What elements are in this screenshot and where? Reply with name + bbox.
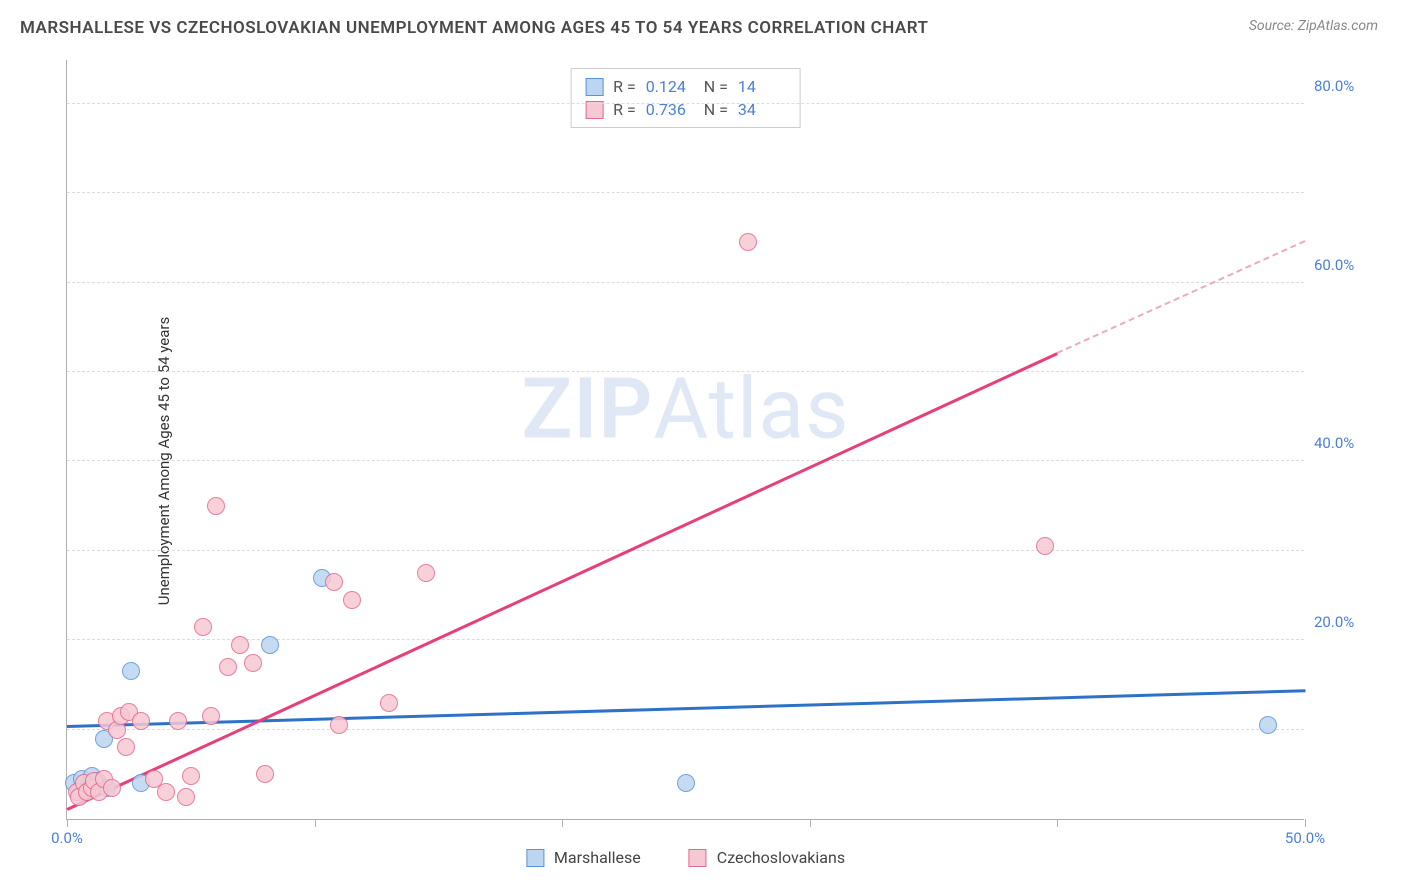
data-point (103, 779, 121, 797)
legend-label: Marshallese (554, 848, 641, 867)
r-label: R = (613, 77, 636, 96)
legend: Marshallese Czechoslovakians (526, 848, 845, 867)
data-point (207, 497, 225, 515)
data-point (122, 662, 140, 680)
gridline (67, 550, 1304, 551)
x-tick (315, 819, 316, 827)
data-point (261, 636, 279, 654)
series-swatch (585, 78, 603, 96)
data-point (417, 564, 435, 582)
data-point (117, 738, 135, 756)
data-point (231, 636, 249, 654)
data-point (1036, 537, 1054, 555)
source-label: Source: ZipAtlas.com (1249, 18, 1378, 34)
y-tick-label: 80.0% (1314, 77, 1374, 95)
data-point (343, 591, 361, 609)
gridline (67, 460, 1304, 461)
gridline (67, 639, 1304, 640)
data-point (1259, 716, 1277, 734)
data-point (380, 694, 398, 712)
trend-line (66, 352, 1057, 810)
watermark: ZIPAtlas (522, 360, 850, 459)
n-label: N = (704, 77, 728, 96)
gridline (67, 103, 1304, 104)
n-value: 14 (738, 77, 786, 96)
data-point (177, 788, 195, 806)
data-point (677, 774, 695, 792)
x-tick (67, 819, 68, 827)
x-tick (1057, 819, 1058, 827)
x-tick (810, 819, 811, 827)
data-point (169, 712, 187, 730)
gridline (67, 192, 1304, 193)
trend-line-extrapolated (1057, 240, 1305, 354)
stat-row: R =0.736N =34 (585, 98, 786, 121)
plot-area: ZIPAtlas R =0.124N =14R =0.736N =34 Mars… (66, 60, 1304, 820)
x-tick-label: 50.0% (1285, 829, 1325, 847)
data-point (325, 573, 343, 591)
stat-row: R = 0.124 N = 14 (585, 75, 786, 98)
data-point (330, 716, 348, 734)
x-tick-label: 0.0% (51, 829, 83, 847)
x-tick (1305, 819, 1306, 827)
r-value: 0.124 (646, 77, 694, 96)
data-point (219, 658, 237, 676)
data-point (244, 654, 262, 672)
gridline (67, 371, 1304, 372)
y-tick-label: 20.0% (1314, 613, 1374, 631)
y-tick-label: 60.0% (1314, 256, 1374, 274)
legend-item: Czechoslovakians (689, 848, 845, 867)
data-point (194, 618, 212, 636)
data-point (132, 712, 150, 730)
chart-container: Unemployment Among Ages 45 to 54 years Z… (20, 50, 1386, 872)
legend-swatch (526, 849, 544, 867)
data-point (157, 783, 175, 801)
legend-label: Czechoslovakians (717, 848, 845, 867)
x-tick (562, 819, 563, 827)
gridline (67, 729, 1304, 730)
gridline (67, 282, 1304, 283)
data-point (256, 765, 274, 783)
legend-swatch (689, 849, 707, 867)
data-point (182, 767, 200, 785)
correlation-stats-box: R = 0.124 N = 14 R =0.736N =34 (570, 68, 801, 128)
data-point (739, 233, 757, 251)
data-point (202, 707, 220, 725)
chart-title: MARSHALLESE VS CZECHOSLOVAKIAN UNEMPLOYM… (20, 18, 928, 38)
legend-item: Marshallese (526, 848, 641, 867)
y-tick-label: 40.0% (1314, 434, 1374, 452)
